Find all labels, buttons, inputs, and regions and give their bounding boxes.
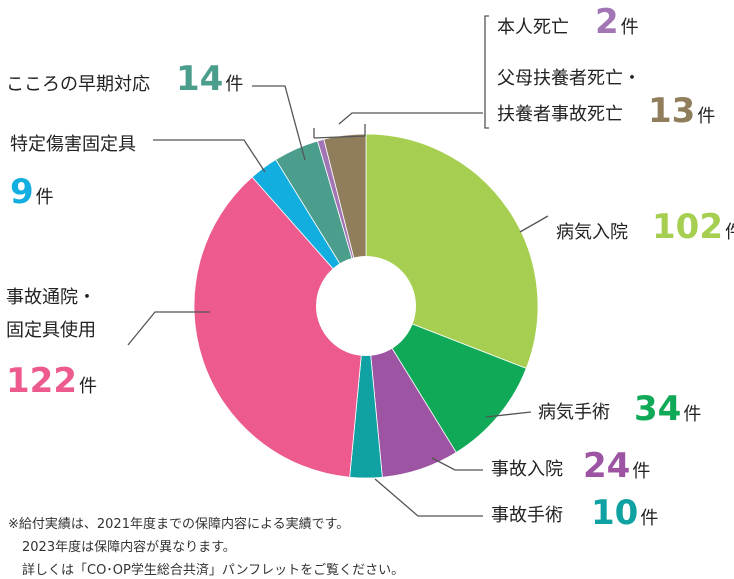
slice-value-unit: 件 <box>36 187 54 208</box>
slice-value: 10 件 <box>591 493 658 533</box>
slice-value: 102 件 <box>652 207 734 247</box>
leader-line <box>153 139 266 173</box>
slice-value-number: 122 <box>6 361 77 401</box>
slice-value-number: 102 <box>652 207 723 247</box>
leader-line <box>313 124 366 139</box>
footnote-line-3: 詳しくは「CO･OP学生総合共済」パンフレットをご覧ください。 <box>22 563 405 578</box>
slice-value: 24 件 <box>583 446 650 486</box>
slice-label: 父母扶養者死亡・ <box>497 68 641 89</box>
slice-value: 122 件 <box>6 361 97 401</box>
slice-value-number: 24 <box>583 446 630 486</box>
leader-line <box>519 215 549 233</box>
slice-label: 本人死亡 <box>497 17 569 38</box>
slice-value-unit: 件 <box>725 222 734 243</box>
slice-value-unit: 件 <box>79 376 97 397</box>
slice-label: 事故通院・ <box>6 287 96 308</box>
slice-value-unit: 件 <box>683 404 701 425</box>
slice-label-line2: 扶養者事故死亡 <box>497 104 623 125</box>
slice-value-number: 13 <box>648 91 695 131</box>
footnote-line-1: ※給付実績は、2021年度までの保障内容による実績です。 <box>8 517 350 532</box>
leader-line <box>252 85 306 161</box>
slice-value-number: 9 <box>10 172 34 212</box>
slice-value-unit: 件 <box>640 508 658 529</box>
slice-value-unit: 件 <box>621 17 639 38</box>
slice-label: 特定傷害固定具 <box>10 134 136 155</box>
leader-line <box>431 457 483 471</box>
slice-label-line2: 固定具使用 <box>6 320 96 341</box>
slice-label: 病気入院 <box>556 222 628 243</box>
slice-value-number: 2 <box>595 2 619 42</box>
slice-value-unit: 件 <box>697 106 715 127</box>
slice-value-number: 34 <box>634 389 681 429</box>
slice-value-number: 10 <box>591 493 638 533</box>
pie-slice <box>193 176 367 478</box>
slice-label: 事故入院 <box>491 459 563 480</box>
slice-value-unit: 件 <box>225 74 243 95</box>
slice-value: 34 件 <box>634 389 701 429</box>
footnote-line-2: 2023年度は保障内容が異なります。 <box>22 540 236 555</box>
leader-lines <box>127 15 549 517</box>
leader-line <box>485 411 532 418</box>
leader-line <box>338 112 483 125</box>
slice-label: 病気手術 <box>538 402 610 423</box>
slice-label: こころの早期対応 <box>6 74 150 95</box>
slice-label: 事故手術 <box>491 505 563 526</box>
slice-value: 13 件 <box>648 91 715 131</box>
slice-value: 14 件 <box>176 59 243 99</box>
slice-value-number: 14 <box>176 59 223 99</box>
leader-line <box>127 311 210 346</box>
slice-value-unit: 件 <box>632 461 650 482</box>
donut-hole <box>316 256 416 356</box>
leader-line <box>374 478 483 517</box>
bracket-line <box>484 15 489 129</box>
